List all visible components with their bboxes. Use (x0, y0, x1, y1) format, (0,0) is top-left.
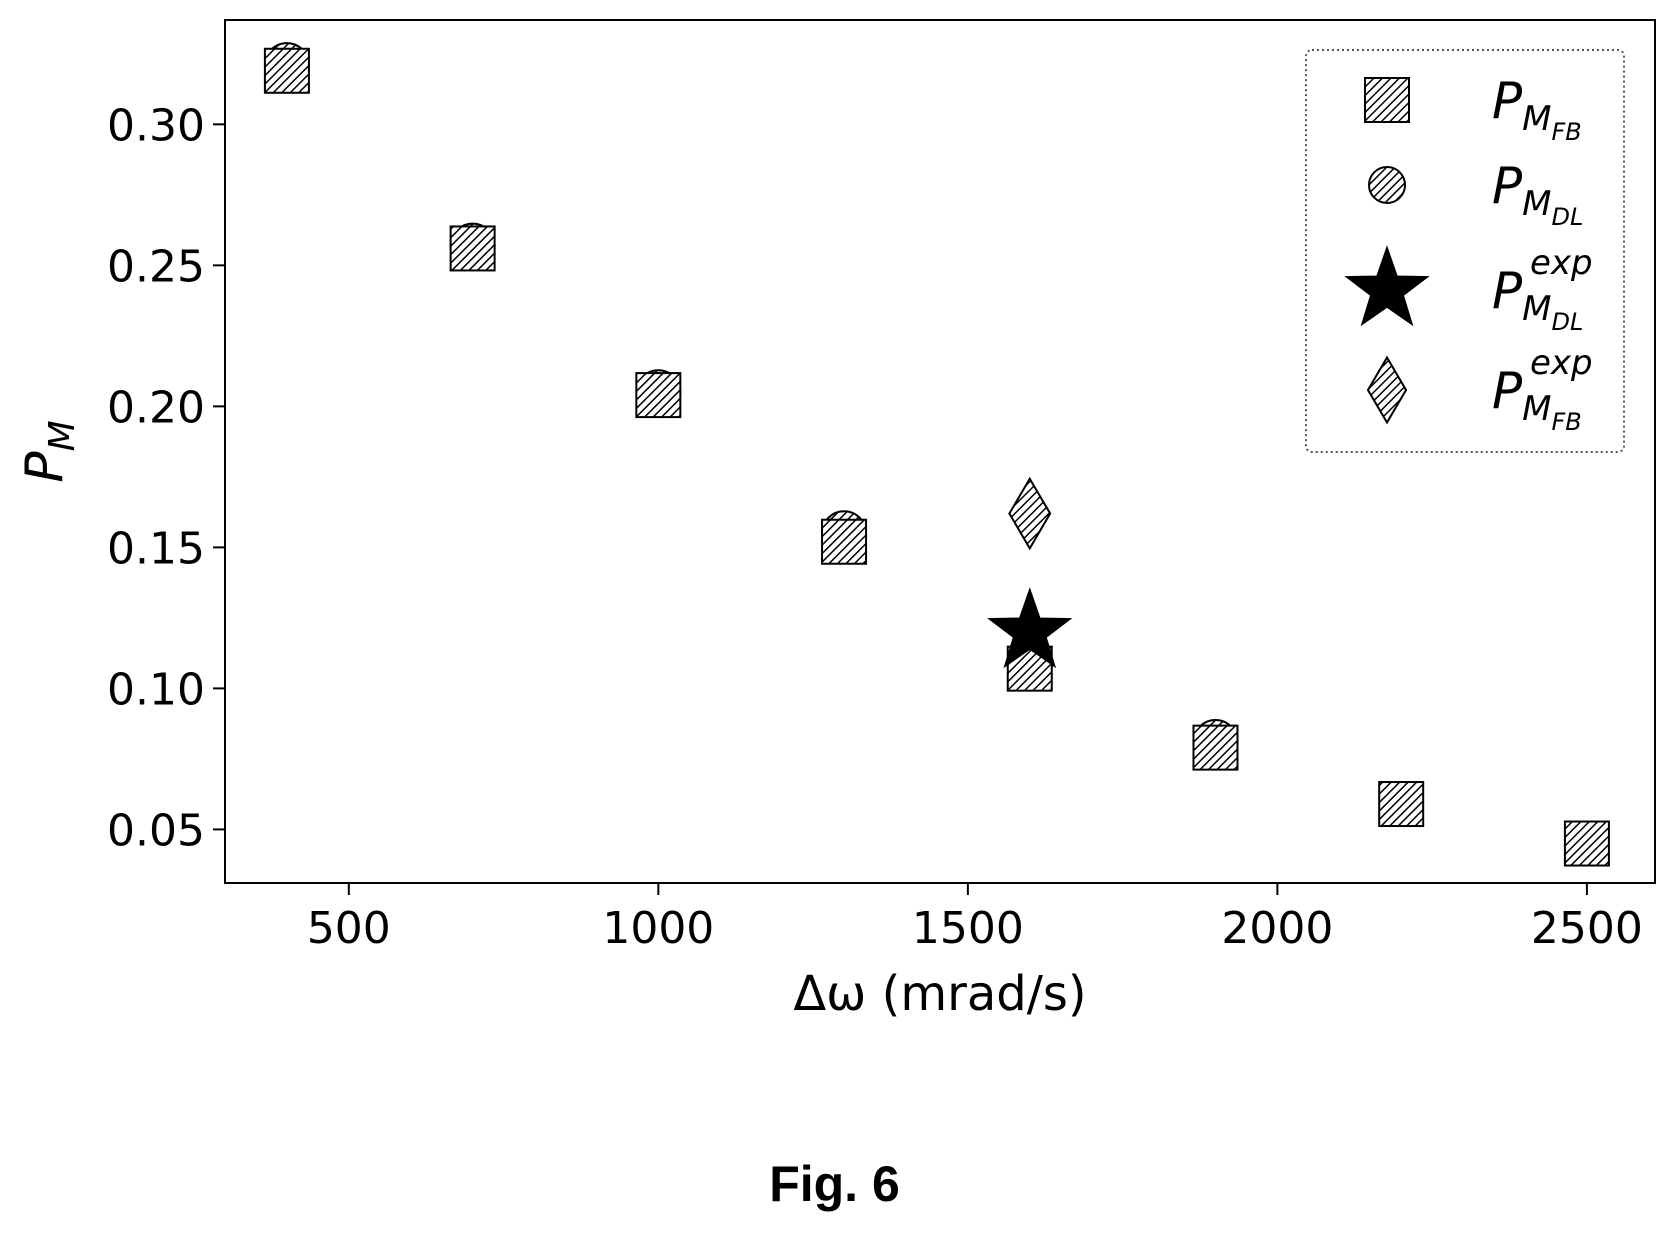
point-square-1900 (1193, 726, 1237, 770)
legend-marker-square (1365, 78, 1409, 122)
legend-label-subsub: FB (1552, 408, 1582, 436)
legend-label-sup: exp (1530, 243, 1593, 283)
x-tick-label: 500 (307, 903, 391, 954)
y-axis-label-base: P (15, 451, 75, 483)
x-axis-label: Δω (mrad/s) (793, 966, 1086, 1022)
legend-label-base: P (1492, 362, 1523, 420)
legend-label-subsub: DL (1552, 308, 1584, 336)
point-square-2200 (1379, 782, 1423, 826)
legend-label-sub: M (1522, 289, 1551, 329)
x-tick-label: 2000 (1221, 903, 1333, 954)
point-square-2500 (1565, 822, 1609, 866)
y-axis-label: PM (15, 420, 83, 482)
y-tick-label: 0.05 (107, 805, 205, 856)
point-square-1300 (822, 520, 866, 564)
legend-label-sub: M (1522, 99, 1551, 139)
legend-label-sup: exp (1530, 343, 1593, 383)
legend: PMFBPMDLPMDLexpPMFBexp (1306, 50, 1624, 452)
legend-label-base: P (1492, 157, 1523, 215)
point-square-400 (265, 49, 309, 93)
point-square-1000 (636, 373, 680, 417)
y-tick-label: 0.15 (107, 523, 205, 574)
figure-caption: Fig. 6 (0, 1155, 1669, 1213)
y-tick-label: 0.20 (107, 382, 205, 433)
x-tick-label: 1500 (912, 903, 1024, 954)
point-square-700 (451, 226, 495, 270)
x-tick-label: 2500 (1531, 903, 1643, 954)
x-tick-label: 1000 (602, 903, 714, 954)
legend-label-base: P (1492, 72, 1523, 130)
legend-label-subsub: DL (1552, 203, 1584, 231)
legend-label-base: P (1492, 262, 1523, 320)
y-tick-label: 0.10 (107, 664, 205, 715)
y-axis-label-sub: M (42, 420, 83, 451)
legend-label-sub: M (1522, 184, 1551, 224)
legend-label-subsub: FB (1552, 118, 1582, 146)
point-diamond-1600 (1009, 479, 1050, 549)
legend-label-sub: M (1522, 389, 1551, 429)
y-tick-label: 0.25 (107, 241, 205, 292)
y-tick-label: 0.30 (107, 100, 205, 151)
legend-marker-circle (1369, 167, 1405, 203)
